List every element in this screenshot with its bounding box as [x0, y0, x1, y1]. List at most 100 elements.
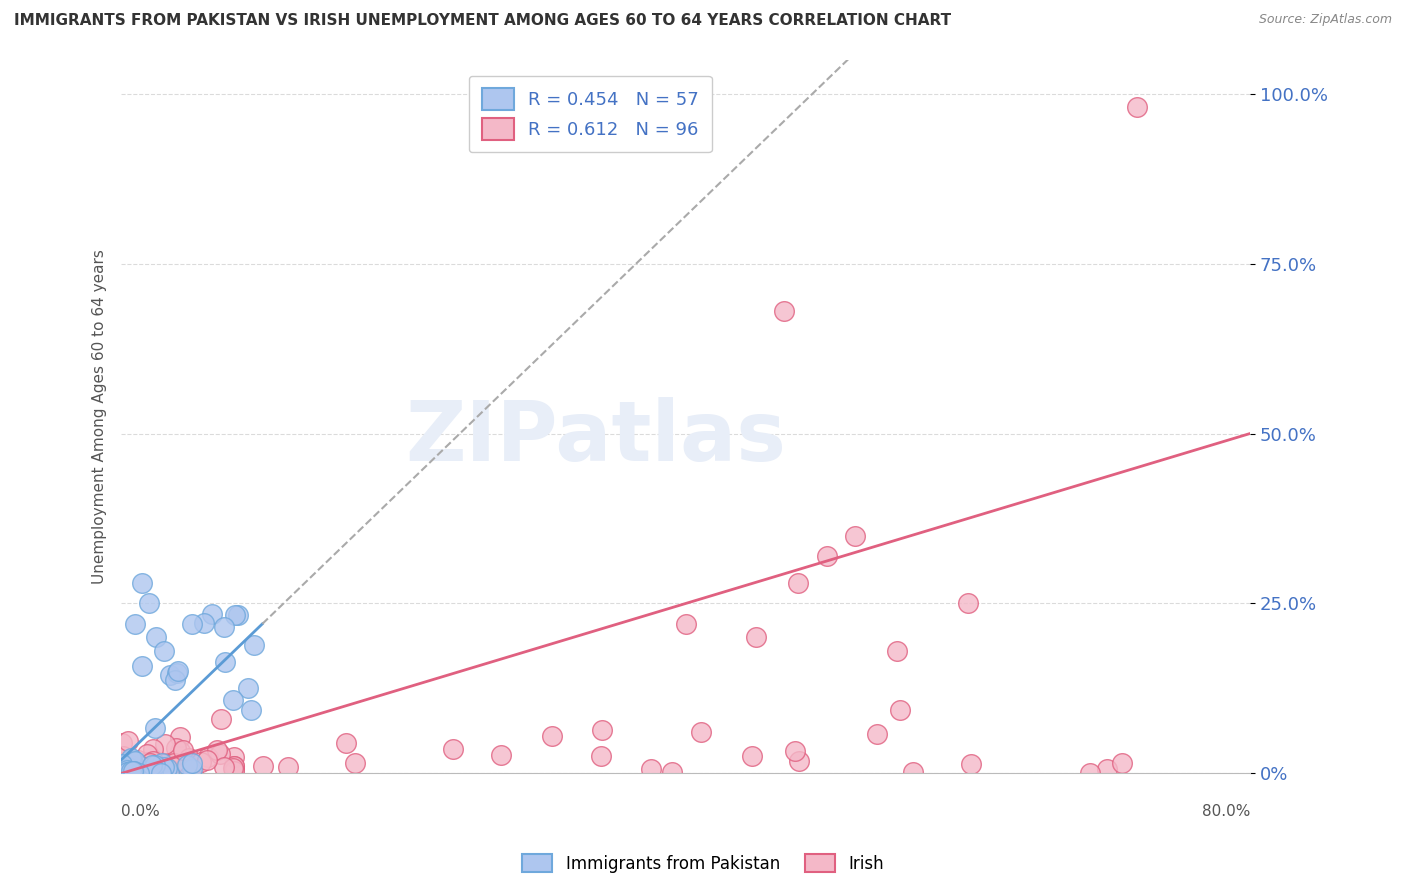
Text: IMMIGRANTS FROM PAKISTAN VS IRISH UNEMPLOYMENT AMONG AGES 60 TO 64 YEARS CORRELA: IMMIGRANTS FROM PAKISTAN VS IRISH UNEMPL… — [14, 13, 952, 29]
Point — [150, 756, 173, 770]
Point — [117, 764, 139, 779]
Point — [866, 727, 889, 741]
Point — [343, 756, 366, 770]
Point — [277, 760, 299, 774]
Point — [224, 607, 246, 622]
Point — [143, 763, 166, 777]
Point — [157, 766, 180, 780]
Point — [222, 759, 245, 773]
Point — [156, 761, 179, 775]
Point — [745, 631, 768, 645]
Point — [131, 658, 153, 673]
Point — [209, 712, 232, 726]
Point — [222, 762, 245, 776]
Point — [115, 764, 138, 778]
Point — [222, 764, 245, 778]
Point — [163, 673, 186, 687]
Point — [136, 755, 159, 769]
Point — [145, 765, 167, 780]
Point — [125, 759, 148, 773]
Legend: Immigrants from Pakistan, Irish: Immigrants from Pakistan, Irish — [516, 847, 890, 880]
Text: ZIPatlas: ZIPatlas — [405, 398, 786, 478]
Point — [155, 764, 177, 778]
Point — [176, 757, 198, 772]
Point — [165, 766, 187, 780]
Point — [886, 644, 908, 658]
Point — [118, 764, 141, 778]
Point — [162, 756, 184, 770]
Point — [960, 756, 983, 771]
Point — [956, 597, 979, 611]
Point — [114, 763, 136, 777]
Point — [114, 762, 136, 776]
Point — [149, 762, 172, 776]
Point — [122, 764, 145, 779]
Text: 0.0%: 0.0% — [121, 804, 160, 819]
Point — [205, 743, 228, 757]
Point — [180, 756, 202, 770]
Point — [640, 762, 662, 776]
Point — [163, 758, 186, 772]
Point — [111, 736, 134, 750]
Point — [180, 756, 202, 771]
Point — [169, 730, 191, 744]
Point — [118, 757, 141, 772]
Point — [222, 759, 245, 773]
Point — [155, 756, 177, 771]
Point — [179, 751, 201, 765]
Point — [1111, 756, 1133, 770]
Point — [176, 756, 198, 770]
Point — [159, 667, 181, 681]
Point — [141, 764, 163, 778]
Point — [111, 757, 134, 772]
Point — [591, 723, 613, 737]
Point — [489, 747, 512, 762]
Point — [180, 616, 202, 631]
Point — [124, 755, 146, 769]
Point — [212, 759, 235, 773]
Point — [789, 754, 811, 768]
Point — [901, 765, 924, 780]
Point — [122, 759, 145, 773]
Point — [117, 760, 139, 774]
Point — [118, 763, 141, 777]
Point — [197, 750, 219, 764]
Point — [240, 703, 263, 717]
Point — [441, 742, 464, 756]
Point — [127, 754, 149, 768]
Legend: R = 0.454   N = 57, R = 0.612   N = 96: R = 0.454 N = 57, R = 0.612 N = 96 — [468, 76, 711, 153]
Point — [222, 692, 245, 706]
Point — [183, 764, 205, 779]
Point — [212, 620, 235, 634]
Point — [142, 754, 165, 768]
Point — [145, 631, 167, 645]
Point — [661, 765, 683, 780]
Point — [152, 644, 174, 658]
Point — [138, 597, 160, 611]
Point — [142, 765, 165, 780]
Point — [1126, 100, 1149, 114]
Y-axis label: Unemployment Among Ages 60 to 64 years: Unemployment Among Ages 60 to 64 years — [93, 249, 107, 584]
Point — [120, 764, 142, 779]
Point — [111, 751, 134, 765]
Point — [201, 607, 224, 621]
Point — [149, 766, 172, 780]
Point — [1095, 763, 1118, 777]
Point — [180, 762, 202, 776]
Point — [136, 765, 159, 780]
Point — [589, 748, 612, 763]
Point — [889, 703, 911, 717]
Point — [190, 755, 212, 769]
Point — [139, 763, 162, 777]
Point — [252, 759, 274, 773]
Point — [128, 766, 150, 780]
Point — [139, 765, 162, 780]
Point — [222, 750, 245, 764]
Point — [115, 754, 138, 768]
Point — [815, 549, 838, 563]
Point — [110, 761, 132, 775]
Text: Source: ZipAtlas.com: Source: ZipAtlas.com — [1258, 13, 1392, 27]
Point — [141, 757, 163, 772]
Point — [117, 765, 139, 780]
Point — [150, 766, 173, 780]
